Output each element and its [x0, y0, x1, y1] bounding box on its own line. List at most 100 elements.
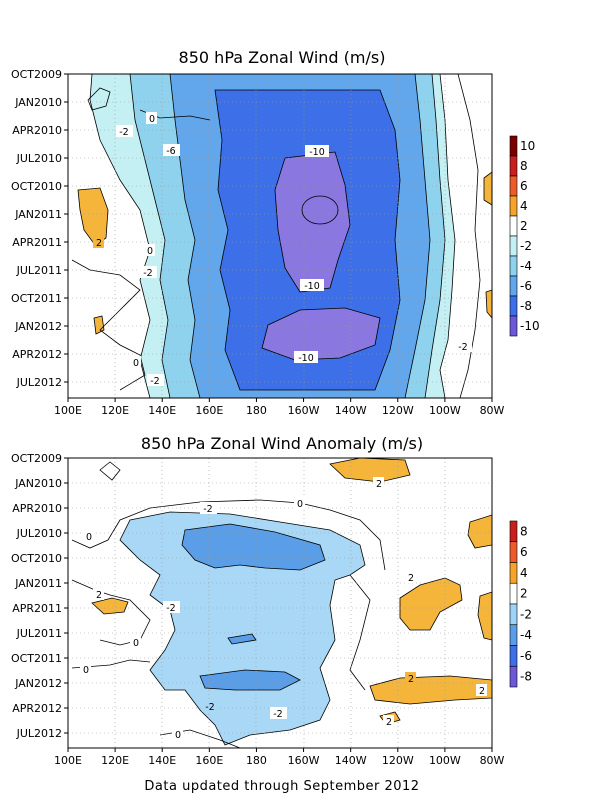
x-tick-label: 140W: [335, 404, 367, 417]
colorbar-swatch: [509, 215, 518, 237]
anom-band-pos2-right3: [477, 591, 492, 641]
colorbar-label: 4: [520, 566, 528, 580]
plot-frame-zonal-wind-anomaly: [67, 457, 493, 749]
contour-label: -2: [150, 376, 159, 387]
y-tick-label: APR2011: [12, 236, 62, 249]
colorbar-label: 4: [520, 199, 528, 213]
y-tick-label: OCT2011: [11, 292, 62, 305]
colorbar-label: -8: [520, 670, 532, 684]
anom-band-pos2-left: [91, 597, 129, 615]
chart-title-zonal-wind: 850 hPa Zonal Wind (m/s): [179, 48, 386, 67]
band-neg10-lower: [261, 307, 381, 361]
x-tick-label: 120W: [382, 754, 414, 767]
colorbar-swatch: [509, 235, 518, 257]
colorbar-swatch: [509, 582, 518, 605]
axis-ticks-zonal-wind: 100E 120E 140E 160E 180 160W 140W 120W 100W 80W OC…: [11, 68, 505, 417]
band-pos2-right: [483, 171, 492, 206]
x-tick-label: 100E: [54, 754, 82, 767]
contour-label: 2: [96, 238, 102, 249]
colorbar-label: 8: [520, 159, 528, 173]
contour-labels-zonal-wind: -6 -2 -2 -2 -2 -10 -10 -10 0 0 0 2 -2: [93, 112, 472, 387]
y-tick-label: JAN2011: [14, 208, 62, 221]
y-tick-label: JUL2010: [16, 152, 62, 165]
x-tick-label: 140E: [148, 754, 176, 767]
plot-frame-zonal-wind: [67, 73, 493, 399]
colorbar-swatch: [509, 255, 518, 277]
contour-labels-zonal-wind-anomaly: -2 -2 -2 -2 -2 -2 0 0 0 0 0 2 2 2 2 2 2 …: [80, 477, 487, 741]
colorbar-swatch: [509, 665, 518, 688]
colorbar-zonal-wind: 10 8 6 4 2 -2 -4 -6 -8 -10: [509, 135, 540, 337]
y-tick-label: OCT2011: [11, 652, 62, 665]
colorbar-label: 2: [520, 219, 528, 233]
contour-label: 0: [175, 730, 181, 741]
y-tick-label: JAN2010: [14, 477, 62, 490]
x-tick-label: 100W: [429, 754, 461, 767]
contour-label: -6: [166, 146, 175, 157]
y-tick-label: OCT2010: [11, 552, 62, 565]
colorbar-swatch: [509, 562, 518, 584]
anom-band-pos2-right2: [399, 577, 463, 631]
colorbar-swatch: [509, 624, 518, 646]
colorbar-swatch: [509, 603, 518, 626]
x-tick-label: 180: [246, 754, 267, 767]
plot-area-zonal-wind-anomaly: [68, 458, 492, 748]
x-tick-label: 180: [246, 404, 267, 417]
y-tick-label: APR2012: [12, 702, 62, 715]
contour-label: 0: [133, 358, 139, 369]
colorbar-swatch: [509, 275, 518, 297]
contour-label: 2: [376, 479, 382, 490]
colorbar-swatch: [509, 541, 518, 563]
colorbar-swatch: [509, 135, 518, 157]
colorbar-swatch: [509, 155, 518, 177]
x-tick-label: 160E: [195, 404, 223, 417]
y-tick-label: JUL2011: [16, 264, 62, 277]
y-tick-label: JAN2012: [14, 320, 62, 333]
contour-label: 2: [96, 590, 102, 601]
contour-label: -2: [143, 268, 152, 279]
x-tick-label: 160W: [288, 404, 320, 417]
y-tick-label: APR2011: [12, 602, 62, 615]
y-tick-label: JAN2011: [14, 577, 62, 590]
contour-label: 0: [86, 532, 92, 543]
contour-label: 2: [408, 674, 414, 685]
x-tick-label: 160E: [195, 754, 223, 767]
contour-label: 2: [386, 717, 392, 728]
y-tick-label: JUL2010: [16, 527, 62, 540]
anom-band-neg4-lower: [199, 669, 301, 691]
colorbar-label: 10: [520, 139, 535, 153]
colorbar-label: -10: [520, 319, 540, 333]
colorbar-label: -2: [520, 607, 532, 621]
y-tick-label: APR2010: [12, 502, 62, 515]
contour-label: 2: [408, 573, 414, 584]
x-tick-label: 100E: [54, 404, 82, 417]
chart-title-zonal-wind-anomaly: 850 hPa Zonal Wind Anomaly (m/s): [141, 434, 423, 453]
colorbar-label: -6: [520, 649, 532, 663]
chart-zonal-wind: 850 hPa Zonal Wind (m/s): [11, 48, 540, 417]
contour-label: 0: [149, 114, 155, 125]
band-pos2-right2: [485, 289, 492, 319]
y-tick-label: JUL2011: [16, 627, 62, 640]
contour-label: 2: [479, 686, 485, 697]
x-tick-label: 160W: [288, 754, 320, 767]
colorbar-label: 2: [520, 587, 528, 601]
y-tick-label: APR2010: [12, 124, 62, 137]
colorbar-zonal-wind-anomaly: 8 6 4 2 -2 -4 -6 -8: [509, 520, 532, 688]
footer-note: Data updated through September 2012: [144, 779, 419, 794]
colorbar-label: -6: [520, 279, 532, 293]
colorbar-label: 8: [520, 524, 528, 538]
y-tick-label: OCT2010: [11, 180, 62, 193]
colorbar-label: 6: [520, 545, 528, 559]
x-tick-label: 80W: [480, 754, 505, 767]
y-tick-label: APR2012: [12, 348, 62, 361]
x-tick-label: 120E: [101, 404, 129, 417]
colorbar-label: 6: [520, 179, 528, 193]
plot-area-zonal-wind: [68, 74, 492, 398]
x-tick-label: 120W: [382, 404, 414, 417]
y-tick-label: JUL2012: [16, 376, 62, 389]
x-tick-label: 140E: [148, 404, 176, 417]
contour-label: -2: [203, 504, 212, 515]
colorbar-swatch: [509, 315, 518, 337]
anom-band-neg4-small: [227, 633, 257, 645]
colorbar-label: -8: [520, 299, 532, 313]
